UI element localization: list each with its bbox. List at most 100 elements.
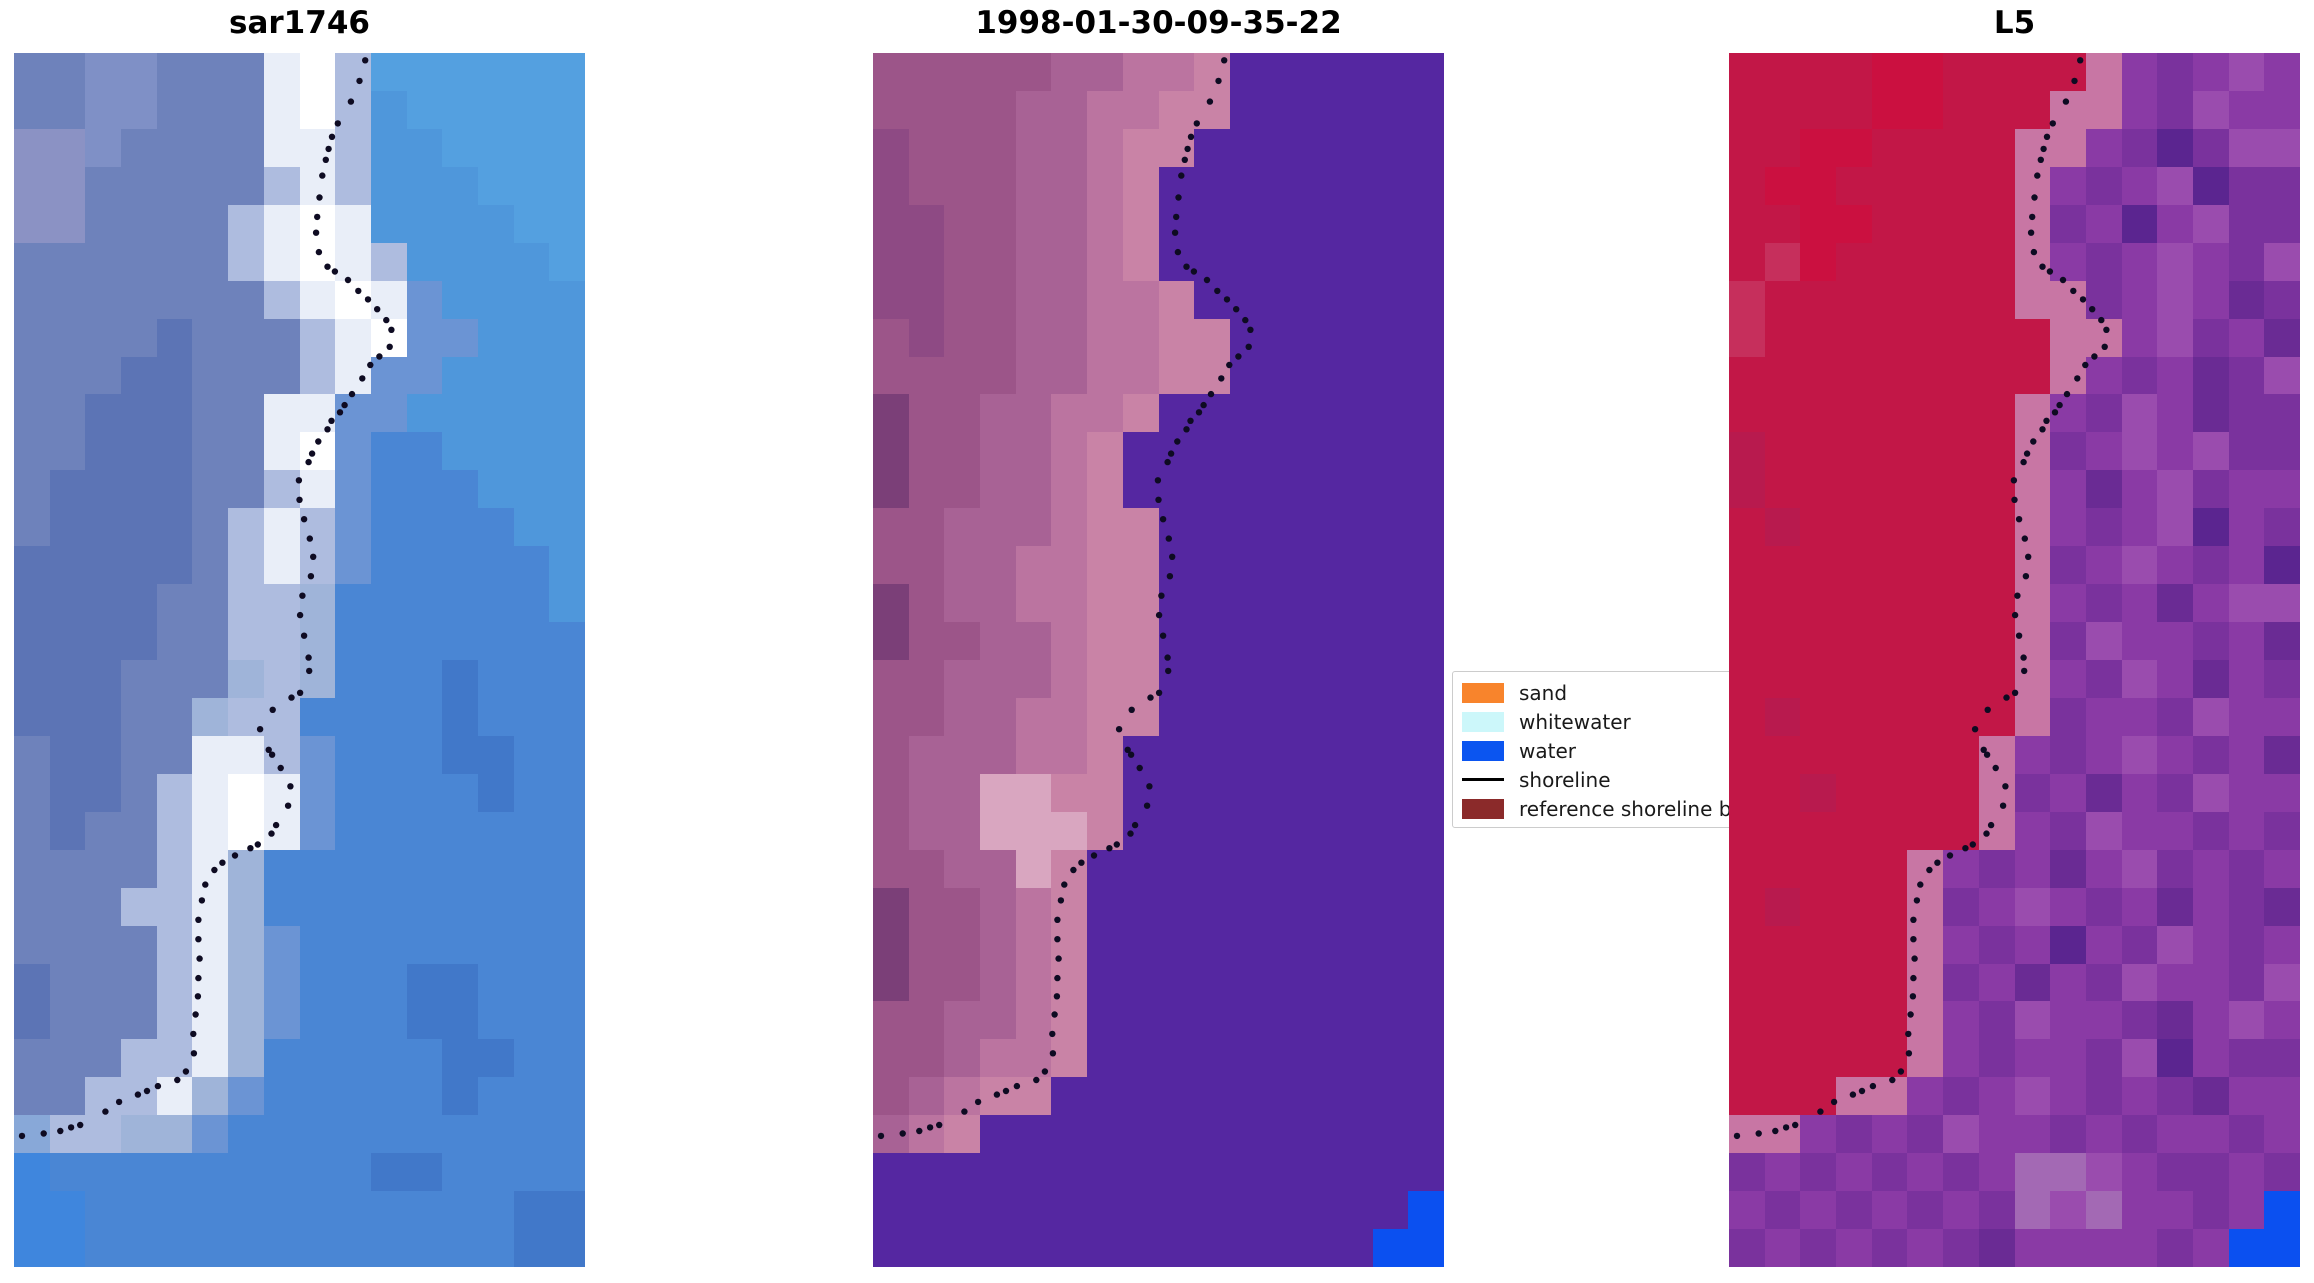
pixel-cell — [2192, 735, 2229, 774]
pixel-cell — [1372, 925, 1409, 964]
pixel-cell — [1122, 53, 1159, 91]
pixel-cell — [549, 1191, 585, 1230]
pixel-cell — [1943, 90, 1979, 129]
pixel-cell — [1943, 622, 1979, 660]
pixel-cell — [2157, 242, 2193, 281]
pixel-cell — [1301, 622, 1337, 660]
pixel-cell — [1729, 773, 1765, 812]
pixel-cell — [1265, 508, 1302, 547]
pixel-cell — [1229, 811, 1266, 850]
pixel-cell — [2157, 697, 2193, 736]
pixel-cell — [2264, 128, 2300, 167]
panel-title-sar: sar1746 — [229, 5, 370, 41]
pixel-cell — [406, 546, 443, 585]
pixel-cell — [1800, 204, 1837, 243]
pixel-cell — [1158, 697, 1195, 736]
pixel-cell — [1229, 53, 1266, 91]
pixel-cell — [1051, 735, 1088, 774]
pixel-cell — [1229, 318, 1266, 357]
pixel-cell — [1301, 925, 1337, 964]
pixel-cell — [2157, 773, 2193, 812]
pixel-cell — [1194, 318, 1230, 357]
pixel-cell — [49, 1077, 86, 1116]
pixel-cell — [299, 356, 336, 395]
pixel-cell — [370, 546, 407, 585]
pixel-cell — [477, 432, 514, 471]
pixel-cell — [908, 773, 945, 812]
pixel-cell — [1871, 356, 1908, 395]
pixel-cell — [335, 1229, 371, 1267]
pixel-cell — [1015, 356, 1052, 395]
pixel-cell — [1836, 394, 1872, 433]
pixel-cell — [121, 546, 157, 585]
pixel-cell — [1336, 166, 1373, 205]
pixel-cell — [944, 1229, 981, 1267]
pixel-cell — [121, 925, 157, 964]
pixel-cell — [1301, 1115, 1337, 1154]
pixel-cell — [1764, 773, 1801, 812]
pixel-cell — [14, 432, 50, 471]
pixel-cell — [85, 773, 122, 812]
pixel-cell — [263, 1077, 300, 1116]
pixel-cell — [1408, 546, 1444, 585]
pixel-cell — [980, 204, 1016, 243]
pixel-cell — [549, 1039, 585, 1078]
pixel-cell — [1122, 1191, 1159, 1230]
pixel-cell — [49, 622, 86, 660]
pixel-cell — [14, 128, 50, 167]
pixel-cell — [228, 1001, 264, 1040]
pixel-cell — [2157, 925, 2193, 964]
pixel-cell — [908, 508, 945, 547]
pixel-cell — [14, 963, 50, 1002]
pixel-cell — [1087, 280, 1123, 319]
pixel-cell — [549, 963, 585, 1002]
pixel-cell — [1871, 508, 1908, 547]
pixel-cell — [1408, 963, 1444, 1002]
pixel-cell — [1265, 242, 1302, 281]
pixel-cell — [156, 963, 193, 1002]
pixel-cell — [442, 887, 478, 926]
pixel-cell — [1372, 1191, 1409, 1230]
pixel-cell — [1087, 470, 1123, 509]
pixel-cell — [2121, 1001, 2158, 1040]
pixel-cell — [1943, 1229, 1979, 1267]
pixel-cell — [1051, 1115, 1088, 1154]
pixel-cell — [2121, 735, 2158, 774]
pixel-cell — [873, 90, 909, 129]
pixel-cell — [549, 394, 585, 433]
pixel-cell — [1372, 1077, 1409, 1116]
pixel-cell — [1015, 622, 1052, 660]
pixel-cell — [1265, 356, 1302, 395]
pixel-cell — [1907, 90, 1944, 129]
pixel-cell — [1194, 470, 1230, 509]
pixel-cell — [263, 887, 300, 926]
pixel-cell — [2157, 128, 2193, 167]
pixel-cell — [85, 546, 122, 585]
pixel-cell — [2157, 622, 2193, 660]
pixel-cell — [549, 811, 585, 850]
pixel-cell — [2192, 849, 2229, 888]
pixel-cell — [263, 280, 300, 319]
sar-image-panel — [14, 53, 585, 1267]
pixel-cell — [1015, 394, 1052, 433]
pixel-cell — [1907, 470, 1944, 509]
pixel-cell — [442, 128, 478, 167]
pixel-cell — [2085, 735, 2122, 774]
pixel-cell — [14, 204, 50, 243]
pixel-cell — [1015, 584, 1052, 623]
pixel-cell — [2014, 394, 2051, 433]
pixel-cell — [442, 1153, 478, 1192]
pixel-cell — [944, 53, 981, 91]
pixel-cell — [2050, 1115, 2086, 1154]
pixel-cell — [228, 470, 264, 509]
pixel-cell — [873, 432, 909, 471]
pixel-cell — [1764, 660, 1801, 698]
pixel-cell — [370, 1001, 407, 1040]
pixel-cell — [1087, 546, 1123, 585]
pixel-cell — [1301, 432, 1337, 471]
pixel-cell — [873, 166, 909, 205]
pixel-cell — [1301, 546, 1337, 585]
pixel-cell — [1372, 508, 1409, 547]
pixel-cell — [49, 470, 86, 509]
pixel-cell — [1907, 773, 1944, 812]
